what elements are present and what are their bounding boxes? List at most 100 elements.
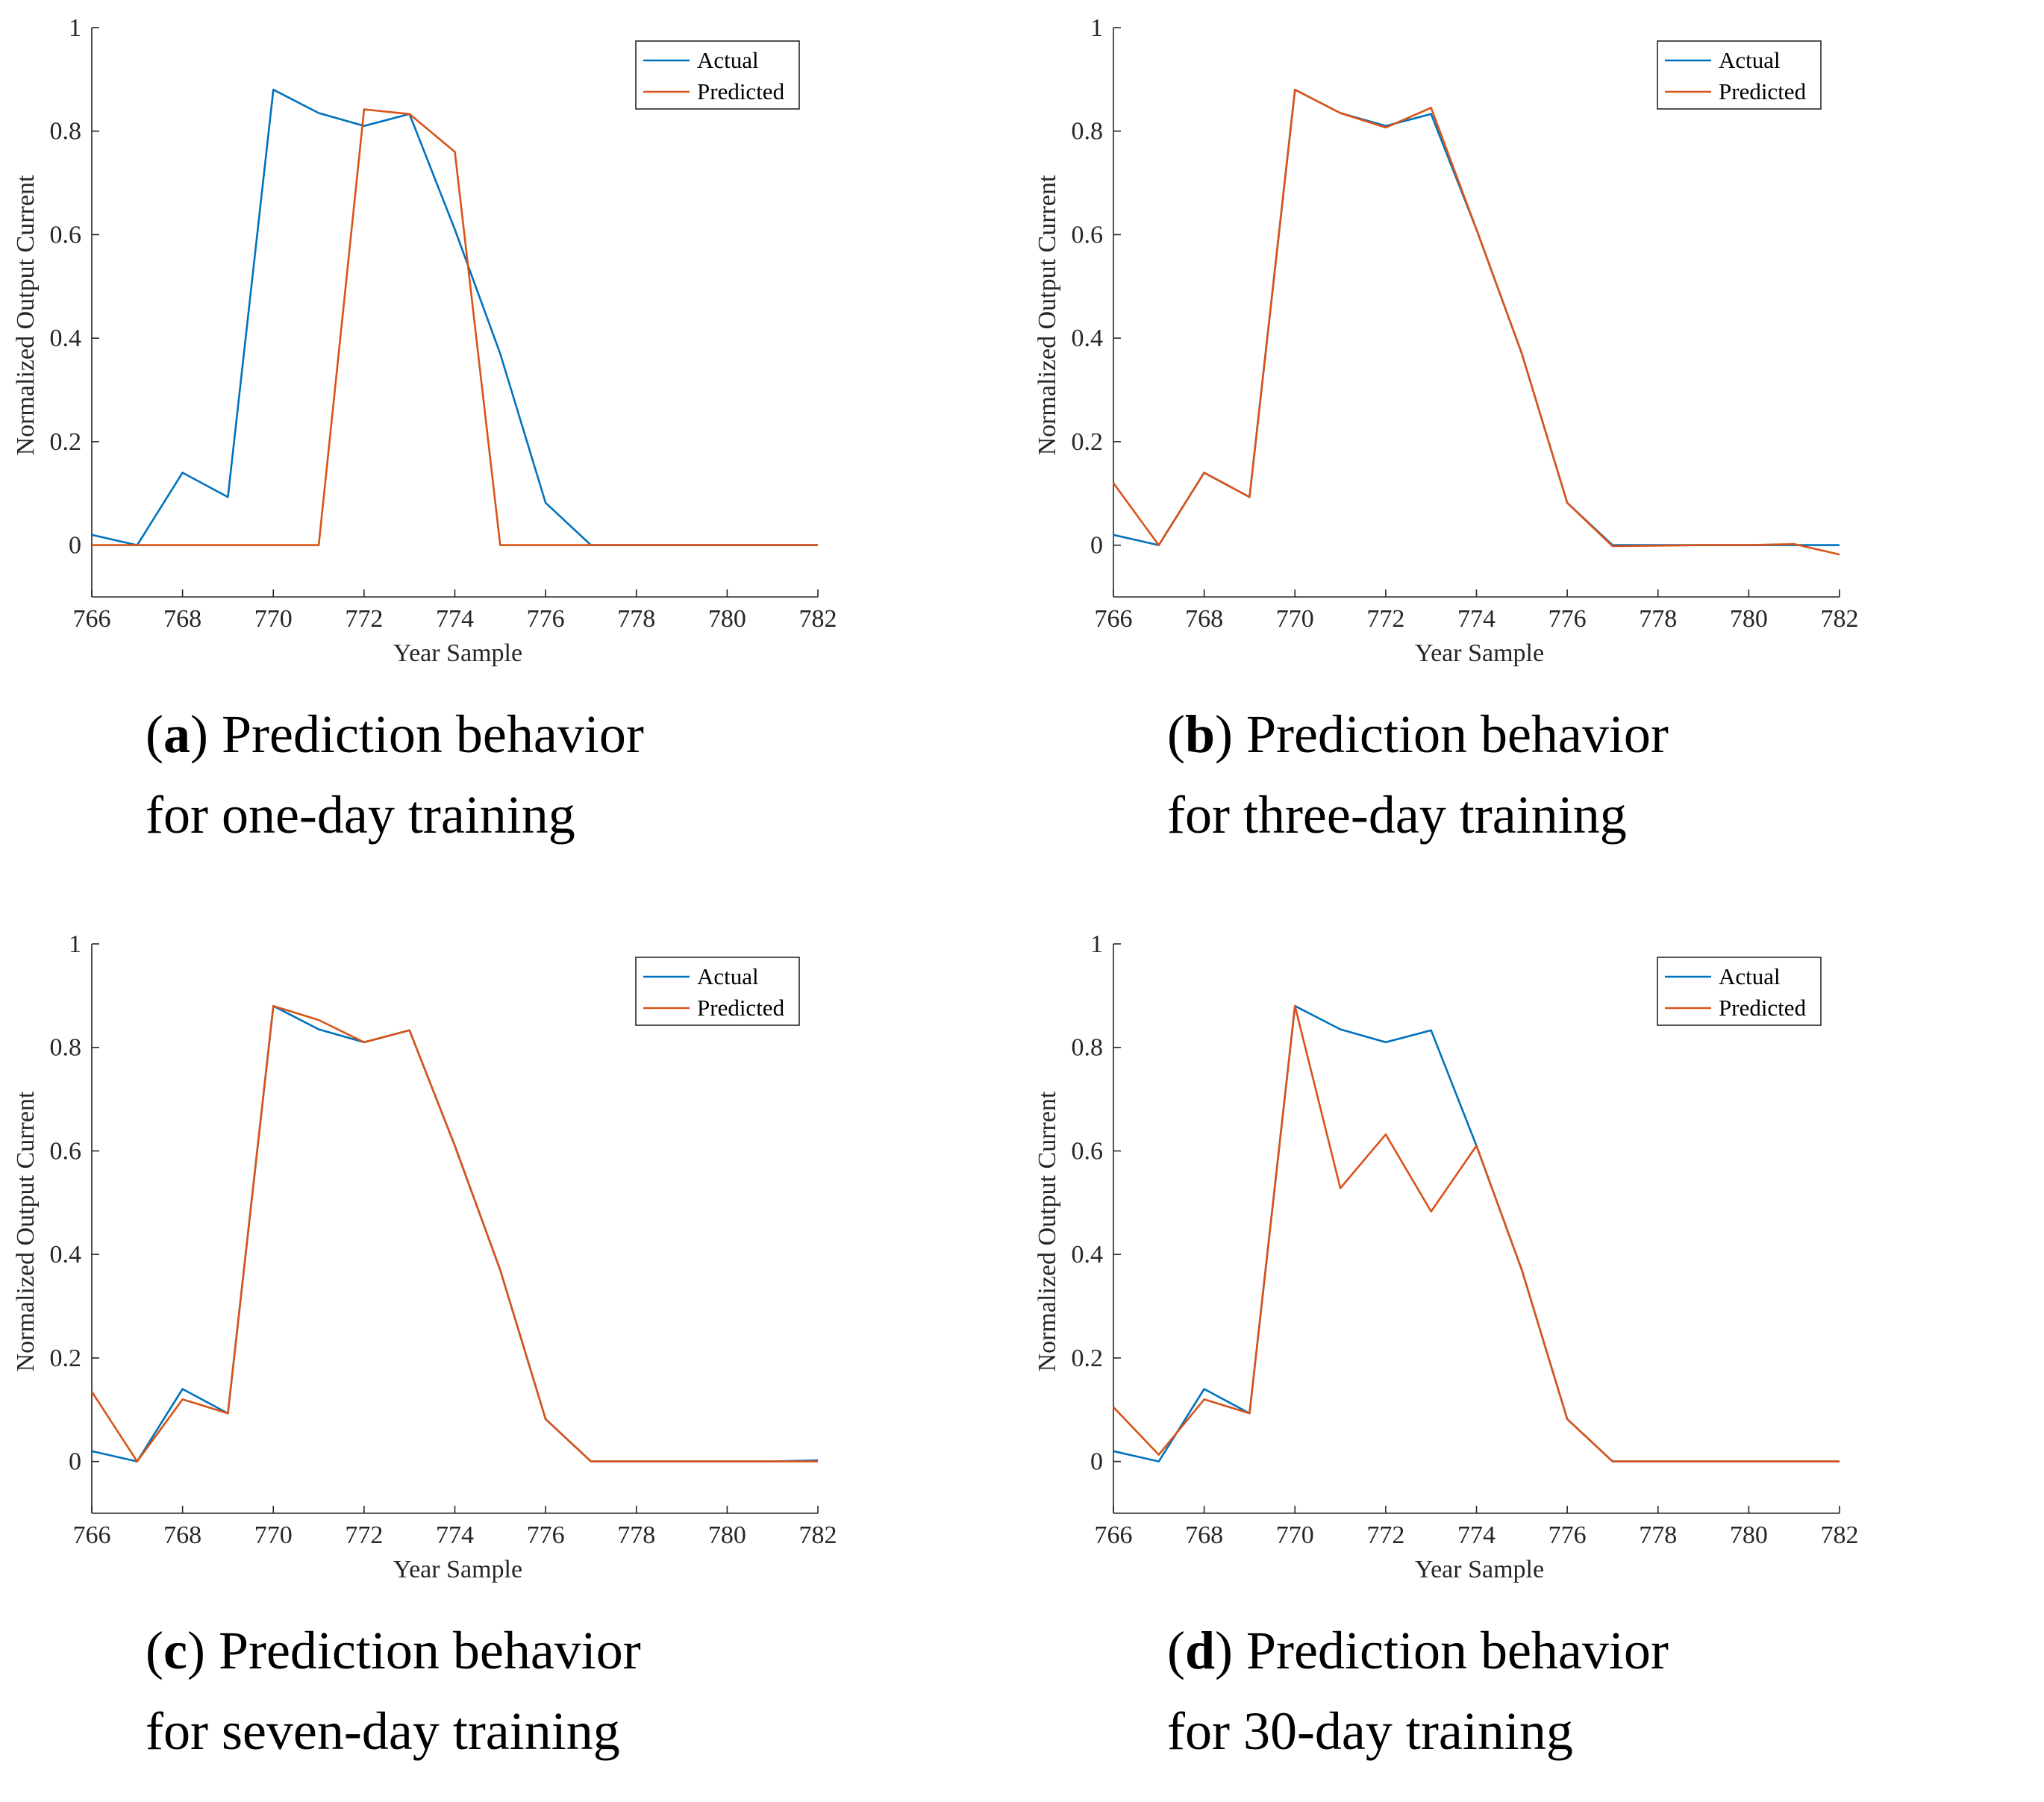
legend-label-predicted: Predicted	[697, 995, 785, 1021]
y-tick-label: 0.4	[50, 1241, 82, 1268]
y-tick-label: 0.6	[1072, 221, 1104, 248]
y-tick-label: 1	[69, 930, 81, 958]
x-tick-label: 772	[345, 605, 383, 633]
x-tick-label: 768	[163, 605, 201, 633]
caption-letter: b	[1184, 704, 1216, 764]
caption-d: (d) Prediction behavior for 30-day train…	[1167, 1610, 1669, 1771]
x-tick-label: 770	[1276, 1521, 1314, 1549]
y-tick-label: 1	[1090, 930, 1103, 958]
y-tick-label: 0.6	[50, 221, 82, 248]
x-tick-label: 782	[799, 1521, 837, 1549]
x-tick-label: 778	[1639, 1521, 1677, 1549]
legend-box	[635, 40, 800, 110]
x-tick-label: 768	[163, 1521, 201, 1549]
x-tick-label: 782	[1821, 1521, 1859, 1549]
x-tick-label: 780	[708, 1521, 746, 1549]
y-tick-label: 0	[1090, 1448, 1103, 1476]
legend-box	[635, 957, 800, 1026]
series-line-actual	[91, 1004, 819, 1462]
legend-label-predicted: Predicted	[1719, 78, 1807, 104]
caption-b: (b) Prediction behavior for three-day tr…	[1167, 694, 1669, 855]
x-tick-label: 768	[1185, 1521, 1223, 1549]
series-line-predicted	[90, 1004, 818, 1462]
caption-line-1: Prediction behavior	[1233, 1621, 1669, 1680]
x-tick-label: 778	[617, 1521, 655, 1549]
legend-label-predicted: Predicted	[697, 78, 785, 104]
panel-d: 0 0.2 0.4 0.6 0.8 1 766 768 770 772 774 776 778 780 78…	[1022, 916, 2043, 1802]
x-tick-label: 778	[1639, 605, 1677, 633]
x-tick-label: 774	[1457, 605, 1496, 633]
caption-letter: c	[163, 1621, 187, 1680]
x-tick-label: 772	[1366, 605, 1404, 633]
x-tick-label: 766	[1095, 1521, 1133, 1549]
series-line-predicted	[1112, 88, 1840, 556]
x-tick-label: 774	[436, 605, 474, 633]
panel-b: 0 0.2 0.4 0.6 0.8 1 766 768 770 772 774 776 778 780 78…	[1022, 0, 2043, 886]
x-tick-label: 776	[1548, 1521, 1587, 1549]
y-tick-label: 0.8	[1072, 1034, 1104, 1062]
x-tick-label: 780	[1730, 605, 1768, 633]
x-tick-label: 776	[1548, 605, 1587, 633]
y-tick-label: 0	[69, 532, 81, 560]
caption-line-1: Prediction behavior	[204, 1621, 641, 1680]
series-line-actual	[1113, 1004, 1840, 1462]
y-axis-label: Normalized Output Current	[12, 175, 40, 455]
y-tick-label: 1	[69, 14, 81, 42]
y-tick-label: 0.8	[50, 1034, 82, 1062]
x-tick-label: 782	[1821, 605, 1859, 633]
series-line-actual	[1113, 88, 1840, 546]
caption-a: (a) Prediction behavior for one-day trai…	[146, 694, 644, 855]
legend-box	[1657, 957, 1822, 1026]
x-tick-label: 770	[1276, 605, 1314, 633]
chart-d: 0 0.2 0.4 0.6 0.8 1 766 768 770 772 774 776 778 780 78…	[1034, 930, 1859, 1583]
y-tick-label: 0.8	[50, 118, 82, 146]
caption-line-1: Prediction behavior	[1233, 704, 1669, 764]
panel-a: 0 0.2 0.4 0.6 0.8 1 766 768 770 772 774 776 778 780 78…	[0, 0, 1022, 886]
x-tick-label: 766	[1095, 605, 1133, 633]
y-axis-label: Normalized Output Current	[12, 1091, 40, 1371]
y-tick-label: 0.6	[1072, 1137, 1104, 1165]
y-tick-label: 0.4	[1072, 1241, 1104, 1268]
legend-label-actual: Actual	[697, 963, 759, 989]
y-tick-label: 0.2	[1072, 1345, 1104, 1372]
legend-label-actual: Actual	[1719, 963, 1781, 989]
x-tick-label: 782	[799, 605, 837, 633]
x-tick-label: 778	[617, 605, 655, 633]
y-tick-label: 0	[1090, 532, 1103, 560]
legend-label-actual: Actual	[697, 47, 759, 73]
panel-c: 0 0.2 0.4 0.6 0.8 1 766 768 770 772 774 776 778 780 78…	[0, 916, 1022, 1802]
x-axis-label: Year Sample	[393, 639, 522, 667]
chart-a: 0 0.2 0.4 0.6 0.8 1 766 768 770 772 774 776 778 780 78…	[12, 14, 837, 667]
x-tick-label: 766	[73, 1521, 111, 1549]
x-tick-label: 780	[1730, 1521, 1768, 1549]
y-tick-label: 0.4	[1072, 325, 1104, 352]
chart-c: 0 0.2 0.4 0.6 0.8 1 766 768 770 772 774 776 778 780 78…	[12, 930, 837, 1583]
series-line-predicted	[92, 108, 818, 546]
caption-line-2: for seven-day training	[146, 1701, 620, 1761]
y-tick-label: 0.6	[50, 1137, 82, 1165]
y-tick-label: 0.2	[50, 428, 82, 456]
x-tick-label: 774	[436, 1521, 474, 1549]
x-tick-label: 774	[1457, 1521, 1496, 1549]
caption-letter: d	[1184, 1621, 1216, 1680]
x-tick-label: 776	[527, 605, 565, 633]
series-line-predicted	[1113, 1004, 1840, 1462]
x-tick-label: 770	[254, 605, 293, 633]
y-tick-label: 1	[1090, 14, 1103, 42]
x-tick-label: 772	[1366, 1521, 1404, 1549]
y-axis-label: Normalized Output Current	[1034, 1091, 1061, 1371]
caption-line-2: for three-day training	[1167, 785, 1627, 845]
caption-line-1: Prediction behavior	[207, 704, 644, 764]
x-tick-label: 766	[73, 605, 111, 633]
x-tick-label: 768	[1185, 605, 1223, 633]
y-tick-label: 0.2	[1072, 428, 1104, 456]
x-axis-label: Year Sample	[1415, 1556, 1544, 1583]
x-tick-label: 772	[345, 1521, 383, 1549]
y-tick-label: 0	[69, 1448, 81, 1476]
x-tick-label: 770	[254, 1521, 293, 1549]
caption-letter: a	[163, 704, 190, 764]
legend-box	[1657, 40, 1822, 110]
legend-label-predicted: Predicted	[1719, 995, 1807, 1021]
caption-c: (c) Prediction behavior for seven-day tr…	[146, 1610, 641, 1771]
caption-line-2: for 30-day training	[1167, 1701, 1573, 1761]
